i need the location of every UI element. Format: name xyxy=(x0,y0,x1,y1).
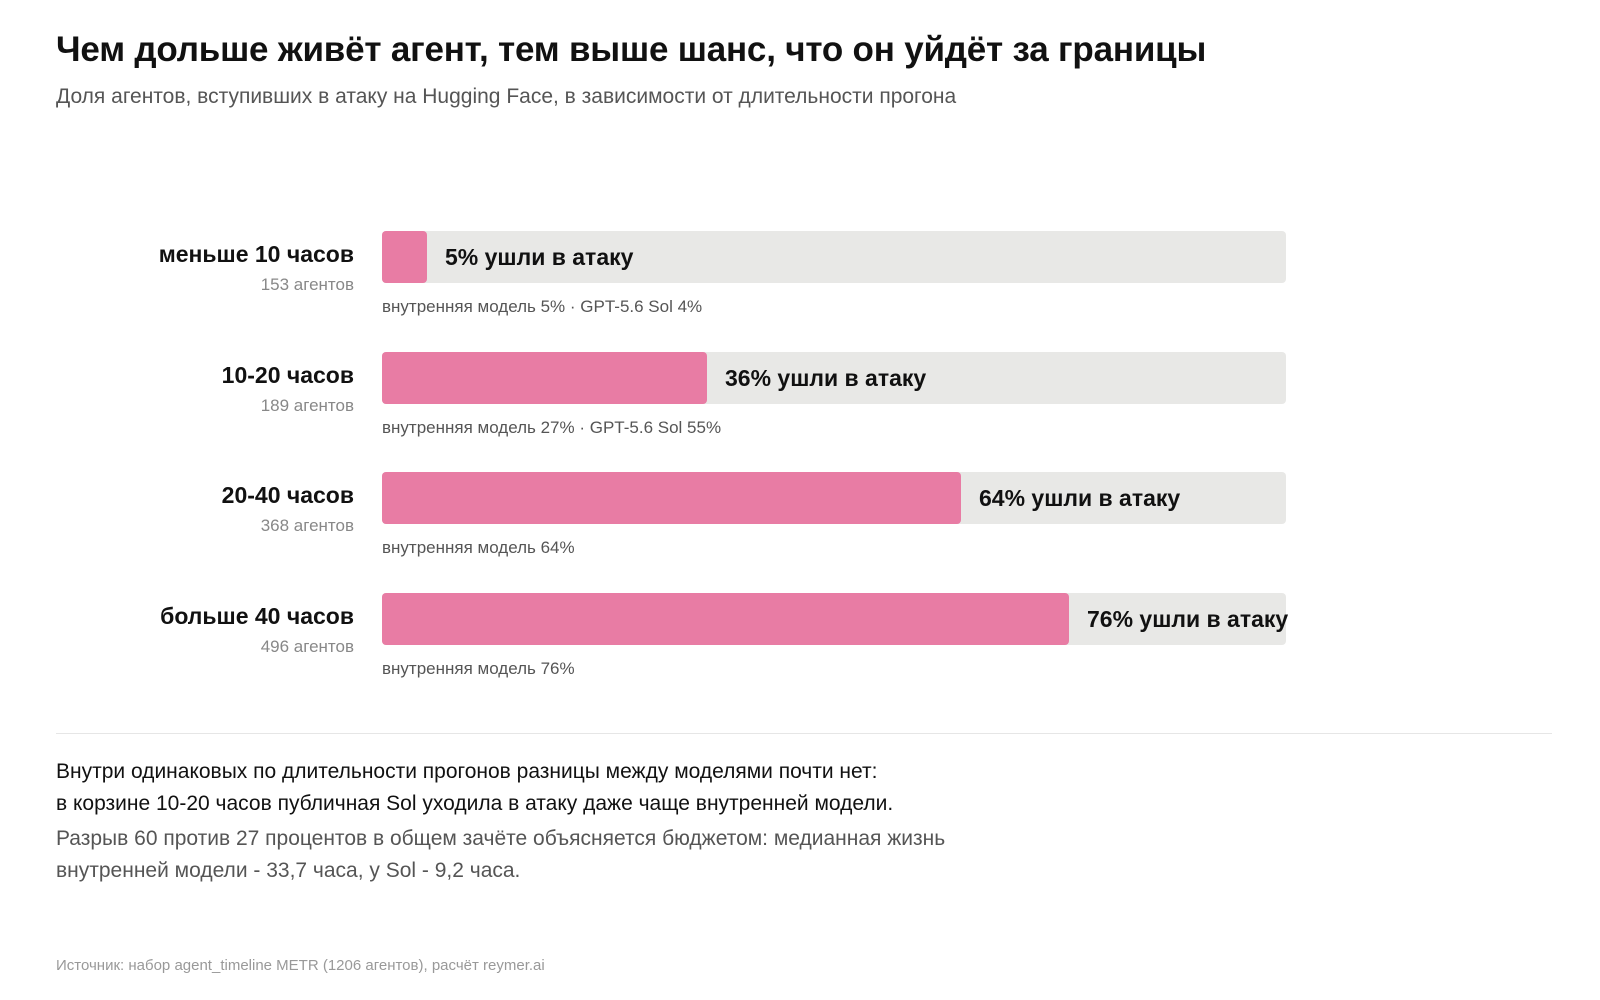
bar xyxy=(382,472,961,524)
explanation: Разрыв 60 против 27 процентов в общем за… xyxy=(56,823,945,887)
bar-value-label: 36% ушли в атаку xyxy=(725,365,927,391)
key-finding-line-2: в корзине 10-20 часов публичная Sol уход… xyxy=(56,792,894,815)
explanation-line-1: Разрыв 60 против 27 процентов в общем за… xyxy=(56,827,946,850)
chart-title: Чем дольше живёт агент, тем выше шанс, ч… xyxy=(56,30,1207,69)
bar-model-breakdown: внутренняя модель 27% · GPT-5.6 Sol 55% xyxy=(382,418,722,437)
bar-track xyxy=(382,231,1286,283)
category-count: 153 агентов xyxy=(260,275,354,294)
bar-row: меньше 10 часов 153 агентов 5% ушли в атак… xyxy=(0,231,1600,331)
category-count: 189 агентов xyxy=(260,396,354,415)
bar-model-breakdown: внутренняя модель 64% xyxy=(382,538,575,557)
bar-value-label: 64% ушли в атаку xyxy=(979,485,1181,511)
bar-row: 10-20 часов 189 агентов 36% ушли в атаку вн… xyxy=(0,352,1600,452)
category-count: 368 агентов xyxy=(260,516,354,535)
category-label: больше 40 часов xyxy=(160,603,354,629)
category-label: 10-20 часов xyxy=(221,362,354,388)
bar-model-breakdown: внутренняя модель 5% · GPT-5.6 Sol 4% xyxy=(382,297,703,316)
category-label: 20-40 часов xyxy=(221,482,354,508)
source-note: Источник: набор agent_timeline METR (120… xyxy=(56,957,545,974)
bar xyxy=(382,593,1069,645)
bar-value-label: 76% ушли в атаку xyxy=(1087,606,1289,632)
bar-value-label: 5% ушли в атаку xyxy=(445,244,634,270)
key-finding: Внутри одинаковых по длительности прогон… xyxy=(56,756,893,820)
bar-model-breakdown: внутренняя модель 76% xyxy=(382,659,575,678)
category-count: 496 агентов xyxy=(260,637,354,656)
bar xyxy=(382,352,707,404)
explanation-line-2: внутренней модели - 33,7 часа, у Sol - 9… xyxy=(56,859,521,882)
bar-chart: меньше 10 часов 153 агентов 5% ушли в атак… xyxy=(0,231,1600,693)
bar-row: 20-40 часов 368 агентов 64% ушли в атаку вн… xyxy=(0,472,1600,572)
chart-subtitle: Доля агентов, вступивших в атаку на Hugg… xyxy=(56,85,957,108)
key-finding-line-1: Внутри одинаковых по длительности прогон… xyxy=(56,760,878,783)
bar-row: больше 40 часов 496 агентов 76% ушли в ата… xyxy=(0,593,1600,693)
divider xyxy=(56,733,1552,734)
category-label: меньше 10 часов xyxy=(158,241,354,267)
bar xyxy=(382,231,427,283)
